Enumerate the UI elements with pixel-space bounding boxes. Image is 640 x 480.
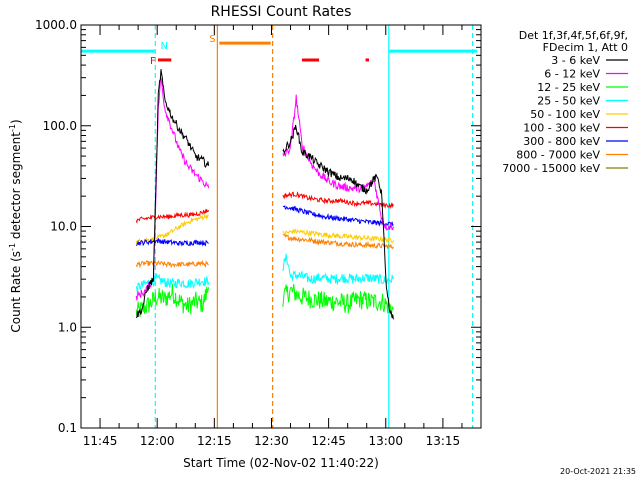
legend-header-0: Det 1f,3f,4f,5f,6f,9f,	[519, 29, 628, 42]
series-4-seg2	[282, 228, 394, 244]
series-5-seg2	[282, 191, 394, 210]
series-1-seg2	[282, 94, 394, 231]
x-tick-label: 12:15	[197, 434, 232, 448]
x-tick-label: 13:00	[368, 434, 403, 448]
flag-label-S: S	[209, 34, 215, 45]
x-axis-label: Start Time (02-Nov-02 11:40:22)	[183, 456, 379, 470]
legend-entry-label: 6 - 12 keV	[544, 68, 600, 81]
series-0-seg1	[135, 69, 210, 319]
x-tick-label: 12:00	[140, 434, 175, 448]
series-1-seg1	[135, 77, 210, 301]
plot-area: NF S	[81, 25, 478, 428]
legend-header-1: FDecim 1, Att 0	[543, 41, 628, 54]
legend-entry-label: 50 - 100 keV	[530, 108, 600, 121]
legend-entry-label: 3 - 6 keV	[551, 54, 600, 67]
x-tick-label: 13:15	[426, 434, 461, 448]
series-2-seg1	[135, 283, 210, 318]
series-7-seg1	[135, 259, 209, 269]
chart-title: RHESSI Count Rates	[211, 4, 352, 20]
legend-entry-label: 12 - 25 keV	[537, 81, 600, 94]
y-axis-label-end: )	[9, 119, 23, 124]
y-axis-label-mid: detector segment	[9, 132, 23, 243]
series-4-seg1	[135, 213, 209, 245]
x-tick-label: 11:45	[83, 434, 118, 448]
axis-ticks: 0.1 1.0 10.0 100.0 1000.0 11:45 12:00 12:15 12:3…	[35, 18, 482, 448]
series-3-seg1	[135, 272, 210, 293]
series-6-seg1	[136, 237, 209, 247]
y-tick-label: 100.0	[43, 119, 77, 133]
series-2-seg2	[282, 284, 394, 316]
series-3-seg2	[282, 253, 394, 286]
series-0-seg2	[282, 124, 394, 320]
y-axis-label-main: Count Rate (s	[9, 251, 23, 333]
legend-entry-label: 800 - 7000 keV	[516, 149, 600, 162]
legend-entry-label: 25 - 50 keV	[537, 95, 600, 108]
y-tick-label: 1000.0	[35, 18, 77, 32]
series-5-seg1	[135, 208, 210, 224]
timestamp: 20-Oct-2021 21:35	[560, 467, 636, 476]
y-axis-label-sup1: -1	[8, 243, 17, 251]
series-7-seg2	[282, 233, 394, 250]
y-tick-label: 10.0	[50, 220, 77, 234]
series-6-seg2	[282, 205, 394, 229]
legend: Det 1f,3f,4f,5f,6f,9f,FDecim 1, Att 03 -…	[502, 29, 628, 175]
y-tick-label: 1.0	[58, 320, 77, 334]
legend-entry-label: 100 - 300 keV	[523, 122, 600, 135]
legend-entry-label: 300 - 800 keV	[523, 135, 600, 148]
y-axis-label-sup2: -1	[8, 124, 17, 132]
plot-frame	[80, 24, 482, 429]
x-tick-label: 12:45	[311, 434, 346, 448]
flag-label-F: F	[150, 56, 156, 67]
x-tick-label: 12:30	[254, 434, 289, 448]
legend-entry-label: 7000 - 15000 keV	[502, 162, 600, 175]
y-tick-label: 0.1	[58, 421, 77, 435]
y-axis-label: Count Rate (s-1 detector segment-1)	[8, 119, 23, 332]
flag-label-N: N	[161, 41, 168, 52]
